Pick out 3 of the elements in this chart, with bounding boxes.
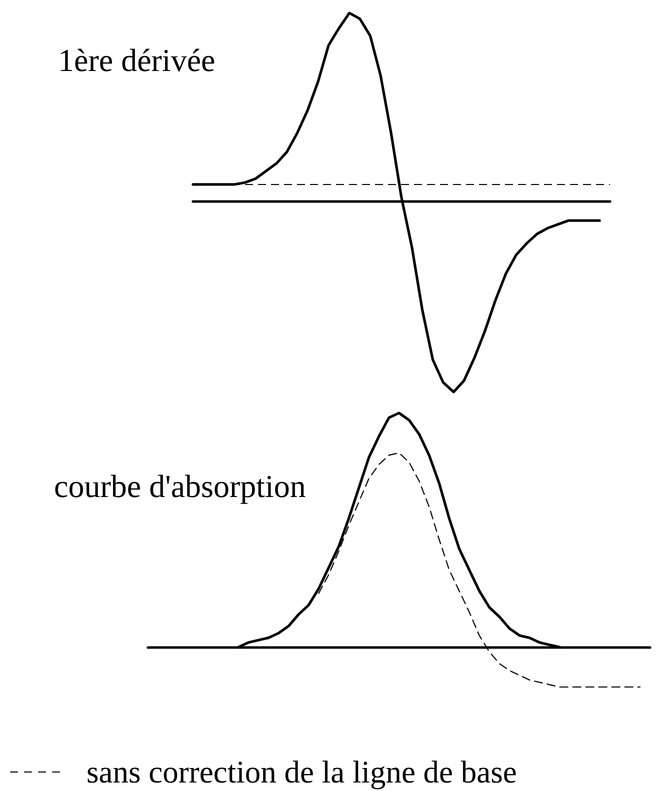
legend-label: sans correction de la ligne de base [86, 754, 517, 790]
text: courbe d'absorption [54, 468, 306, 504]
text: 1ère dérivée [58, 42, 216, 78]
